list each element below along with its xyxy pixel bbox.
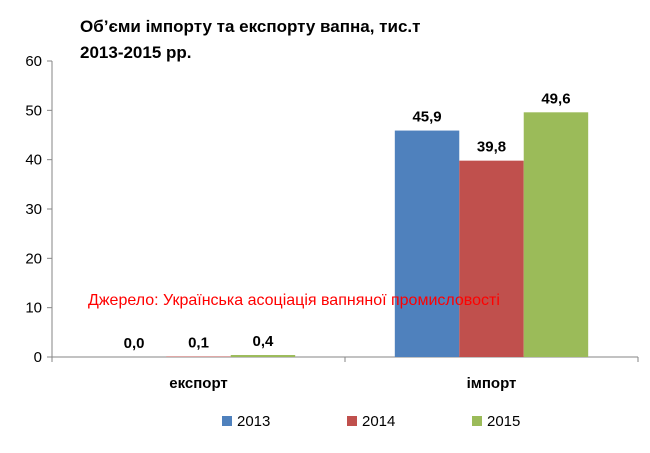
y-tick-label: 20 bbox=[25, 250, 42, 267]
y-tick-label: 60 bbox=[25, 53, 42, 70]
bar bbox=[523, 112, 589, 357]
category-label: експорт bbox=[169, 375, 228, 392]
y-tick-label: 0 bbox=[34, 349, 42, 366]
y-tick-label: 40 bbox=[25, 152, 42, 169]
data-label: 39,8 bbox=[477, 139, 506, 156]
chart-title-line-2: 2013-2015 рр. bbox=[80, 43, 192, 62]
x-ticks bbox=[51, 357, 639, 362]
y-tick-label: 30 bbox=[25, 201, 42, 218]
legend-label: 2015 bbox=[487, 413, 520, 430]
data-labels: 0,0 45,9 0,1 39,8 0,4 49,6 bbox=[124, 90, 571, 352]
y-tick-label: 10 bbox=[25, 300, 42, 317]
data-label: 0,1 bbox=[188, 335, 209, 352]
bar bbox=[394, 130, 460, 357]
legend-label: 2013 bbox=[237, 413, 270, 430]
bar bbox=[459, 160, 524, 357]
y-ticks: 0 10 20 30 40 50 60 bbox=[25, 53, 52, 366]
bars bbox=[166, 112, 589, 357]
source-annotation: Джерело: Українська асоціація вапняної п… bbox=[88, 292, 500, 309]
legend-swatch bbox=[472, 416, 482, 426]
data-label: 0,4 bbox=[253, 333, 275, 350]
data-label: 49,6 bbox=[541, 90, 570, 107]
data-label: 45,9 bbox=[412, 109, 441, 126]
data-label: 0,0 bbox=[124, 335, 145, 352]
category-labels: експорт імпорт bbox=[169, 375, 516, 392]
legend-label: 2014 bbox=[362, 413, 395, 430]
chart-title-line-1: Об’єми імпорту та експорту вапна, тис.т bbox=[80, 17, 420, 36]
legend-swatch bbox=[347, 416, 357, 426]
y-tick-label: 50 bbox=[25, 102, 42, 119]
category-label: імпорт bbox=[467, 375, 517, 392]
legend-swatch bbox=[222, 416, 232, 426]
bar bbox=[230, 355, 296, 357]
legend: 2013 2014 2015 bbox=[222, 413, 520, 430]
